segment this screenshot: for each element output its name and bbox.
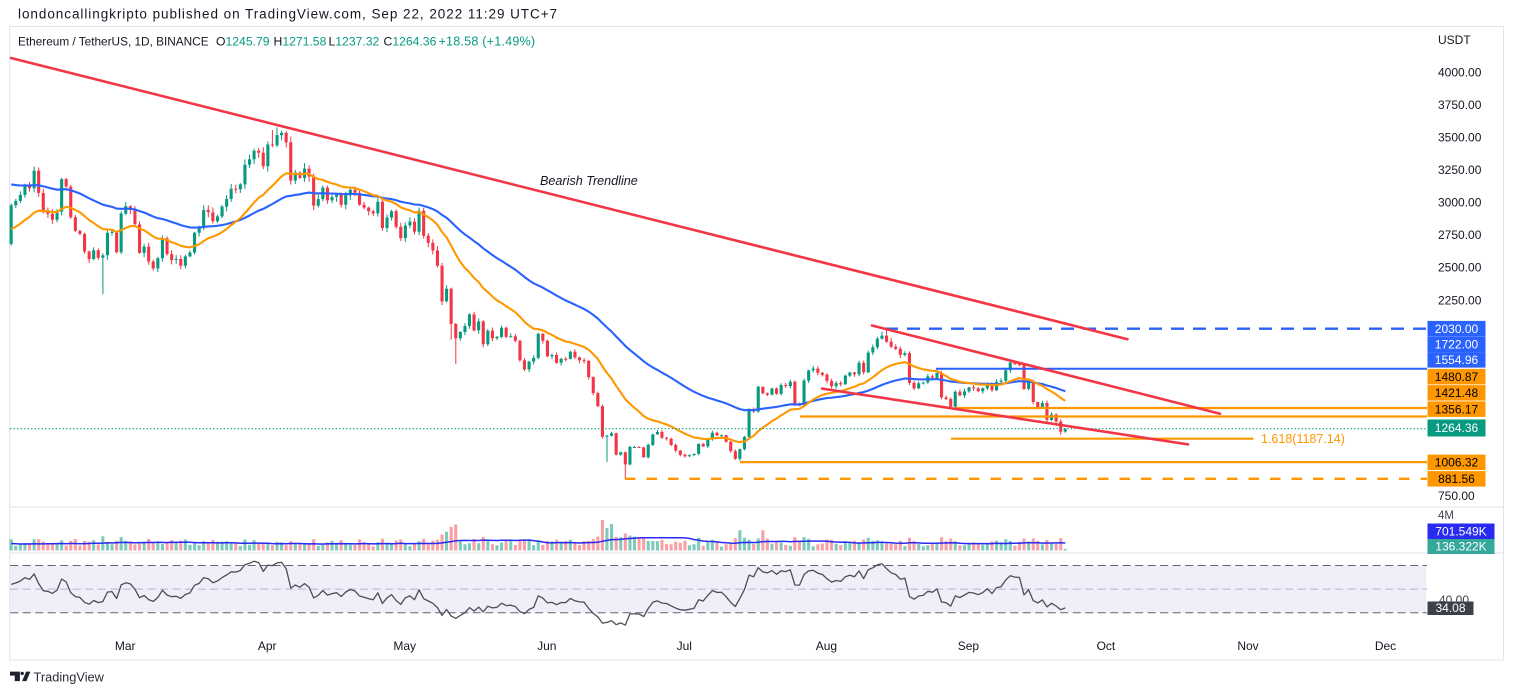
- svg-text:1264.36: 1264.36: [1435, 421, 1479, 435]
- svg-text:2750.00: 2750.00: [1438, 228, 1482, 242]
- svg-text:1356.17: 1356.17: [1435, 402, 1479, 416]
- svg-text:34.08: 34.08: [1435, 601, 1465, 615]
- svg-text:USDT: USDT: [1438, 33, 1471, 47]
- svg-text:3750.00: 3750.00: [1438, 98, 1482, 112]
- svg-text:+18.58 (+1.49%): +18.58 (+1.49%): [439, 35, 536, 49]
- svg-text:4000.00: 4000.00: [1438, 65, 1482, 79]
- svg-text:Bearish Trendline: Bearish Trendline: [540, 174, 638, 188]
- svg-text:Jun: Jun: [537, 639, 556, 653]
- svg-text:2250.00: 2250.00: [1438, 293, 1482, 307]
- svg-text:2500.00: 2500.00: [1438, 261, 1482, 275]
- svg-text:1.618(1187.14): 1.618(1187.14): [1261, 432, 1345, 446]
- svg-text:1722.00: 1722.00: [1435, 338, 1479, 352]
- svg-text:Mar: Mar: [115, 639, 136, 653]
- svg-text:L1237.32: L1237.32: [329, 35, 380, 49]
- svg-text:Nov: Nov: [1237, 639, 1258, 653]
- svg-text:3250.00: 3250.00: [1438, 163, 1482, 177]
- svg-text:701.549K: 701.549K: [1435, 525, 1486, 539]
- svg-text:136.322K: 136.322K: [1435, 540, 1486, 554]
- svg-text:O1245.79: O1245.79: [216, 35, 270, 49]
- svg-text:3500.00: 3500.00: [1438, 130, 1482, 144]
- svg-text:1480.87: 1480.87: [1435, 370, 1479, 384]
- svg-text:2030.00: 2030.00: [1435, 322, 1479, 336]
- svg-text:Aug: Aug: [816, 639, 837, 653]
- svg-text:H1271.58: H1271.58: [274, 35, 327, 49]
- svg-text:Sep: Sep: [958, 639, 980, 653]
- svg-text:3000.00: 3000.00: [1438, 196, 1482, 210]
- svg-text:TradingView: TradingView: [34, 670, 105, 685]
- svg-text:Dec: Dec: [1375, 639, 1396, 653]
- svg-text:750.00: 750.00: [1438, 489, 1475, 503]
- svg-text:Jul: Jul: [677, 639, 692, 653]
- svg-text:1006.32: 1006.32: [1435, 456, 1479, 470]
- svg-text:881.56: 881.56: [1438, 472, 1475, 486]
- svg-text:1421.48: 1421.48: [1435, 386, 1479, 400]
- svg-text:C1264.36: C1264.36: [384, 35, 437, 49]
- svg-text:May: May: [393, 639, 416, 653]
- svg-text:londoncallingkripto published: londoncallingkripto published on Trading…: [18, 7, 558, 22]
- svg-text:Ethereum / TetherUS, 1D, BINAN: Ethereum / TetherUS, 1D, BINANCE: [18, 35, 209, 49]
- svg-text:Apr: Apr: [258, 639, 277, 653]
- svg-text:1554.96: 1554.96: [1435, 353, 1479, 367]
- svg-text:Oct: Oct: [1097, 639, 1116, 653]
- svg-text:4M: 4M: [1438, 510, 1454, 522]
